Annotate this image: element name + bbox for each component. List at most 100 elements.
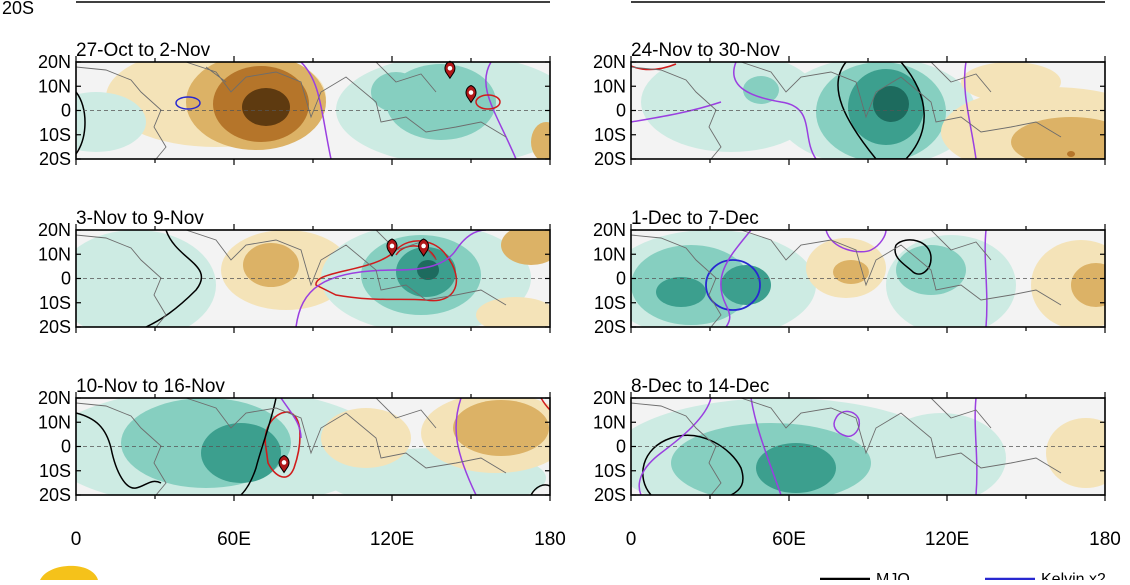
dry-anomaly-shading [476, 297, 550, 327]
kelvin-contour [705, 259, 761, 311]
mjo-contour [837, 62, 925, 159]
lon-ticks [630, 224, 1106, 333]
panel-3: 3-Nov to 9-Nov 20N 10N 0 [38, 208, 551, 337]
wet-anomaly-shading [371, 72, 421, 112]
lat-axis: 20N 10N 0 10S 20S [38, 388, 550, 505]
lat-tick-label: 10S [594, 125, 626, 145]
lon-tick-label: 120E [925, 529, 969, 550]
other-contour [485, 62, 517, 159]
map-area [631, 398, 1105, 495]
lat-tick-label: 20S [594, 485, 626, 505]
map-area [76, 398, 550, 495]
lon-tick-label: 180 [1089, 529, 1121, 550]
lat-tick-label: 10S [594, 461, 626, 481]
lat-tick-label: 0 [616, 437, 626, 457]
panel-4: 1-Dec to 7-Dec [593, 208, 1106, 337]
other-contour [720, 230, 752, 327]
lat-axis: 20N 10N 0 10S 20S [38, 52, 550, 169]
other-contour [280, 398, 302, 439]
storm-eye [468, 90, 474, 95]
lat-tick-label: 20N [38, 388, 71, 408]
panel-title: 27-Oct to 2-Nov [76, 40, 211, 61]
other-contour [300, 62, 332, 159]
wet-anomaly-shading [756, 443, 836, 493]
lon-ticks [630, 56, 1106, 165]
rossby-contour [315, 240, 457, 302]
storm-eye [389, 243, 395, 249]
other-contour [750, 398, 782, 495]
mjo-contour [530, 484, 550, 495]
lon-labels-left: 0 60E 120E 180 [71, 529, 566, 550]
legend-label: Kelvin x2 [1041, 571, 1106, 580]
lon-tick-label: 180 [534, 529, 566, 550]
wet-anomaly-shading [721, 265, 771, 305]
dry-anomaly-shading [501, 230, 550, 265]
storm-marker [278, 454, 290, 474]
other-contour [733, 62, 817, 159]
dry-anomaly-shading [453, 400, 549, 456]
other-contour [455, 398, 477, 495]
dry-anomaly-shading [1067, 151, 1075, 157]
panel-title: 1-Dec to 7-Dec [631, 208, 759, 229]
lat-tick-label: 0 [616, 101, 626, 121]
storm-markers [444, 60, 477, 104]
wet-anomaly-shading [201, 423, 281, 483]
lat-axis: 20N 10N 0 10S 20S [593, 388, 1105, 505]
coastline [631, 62, 1062, 159]
lat-tick-label: 0 [616, 269, 626, 289]
lat-tick-label: 20S [39, 317, 71, 337]
rossby-contour [395, 245, 437, 261]
map-area [76, 230, 550, 327]
lat-tick-label: 20N [593, 220, 626, 240]
coastline [631, 398, 1062, 495]
mjo-contour [240, 398, 277, 495]
lat-tick-label: 0 [61, 101, 71, 121]
storm-marker [444, 60, 456, 80]
storm-markers [278, 454, 290, 474]
storm-eye [421, 243, 426, 249]
storm-eye [447, 65, 453, 71]
storm-markers [386, 238, 430, 257]
coastline [631, 230, 1062, 327]
rossby-contour [475, 94, 501, 110]
wet-anomaly-shading [876, 413, 1006, 495]
legend-label: MJO [876, 571, 910, 580]
lon-ticks [75, 56, 551, 165]
lon-ticks [75, 392, 551, 501]
lat-tick-label: 20N [593, 52, 626, 72]
other-contour [638, 398, 712, 495]
wet-anomaly-shading [743, 76, 779, 104]
coastline [76, 62, 507, 159]
dry-anomaly-shading [1011, 117, 1105, 159]
mjo-contour [642, 434, 744, 495]
coastline [76, 230, 507, 327]
lon-labels-right: 0 60E 120E 180 [626, 529, 1121, 550]
lat-tick-label: 10N [593, 76, 626, 96]
lat-tick-label: 10N [38, 244, 71, 264]
storm-marker [386, 238, 398, 257]
lat-axis: 20N 10N 0 10S 20S [593, 52, 1105, 169]
lon-tick-label: 60E [217, 529, 251, 550]
lon-tick-label: 120E [370, 529, 414, 550]
mjo-contour [76, 91, 86, 155]
lat-tick-label: 10S [39, 461, 71, 481]
wet-anomaly-shading [656, 277, 706, 307]
dry-anomaly-shading [321, 408, 411, 468]
lat-axis: 20N 10N 0 10S 20S [593, 220, 1105, 337]
dry-anomaly-shading [242, 88, 290, 126]
lat-tick-label: 20N [38, 52, 71, 72]
mjo-contour [76, 412, 162, 489]
lat-tick-label: 20S [594, 149, 626, 169]
lat-tick-label: 10S [39, 293, 71, 313]
dry-anomaly-shading [1046, 418, 1105, 488]
dry-anomaly-shading [961, 62, 1061, 102]
lat-tick-label: 20S [39, 485, 71, 505]
panel-title: 3-Nov to 9-Nov [76, 208, 204, 229]
panel-5: 10-Nov to 16-Nov [38, 376, 551, 505]
lon-ticks [75, 224, 551, 333]
top-strip-label: 20S [2, 0, 34, 18]
mjo-contour [145, 230, 203, 327]
panel-title: 10-Nov to 16-Nov [76, 376, 225, 397]
panel-title: 24-Nov to 30-Nov [631, 40, 780, 61]
